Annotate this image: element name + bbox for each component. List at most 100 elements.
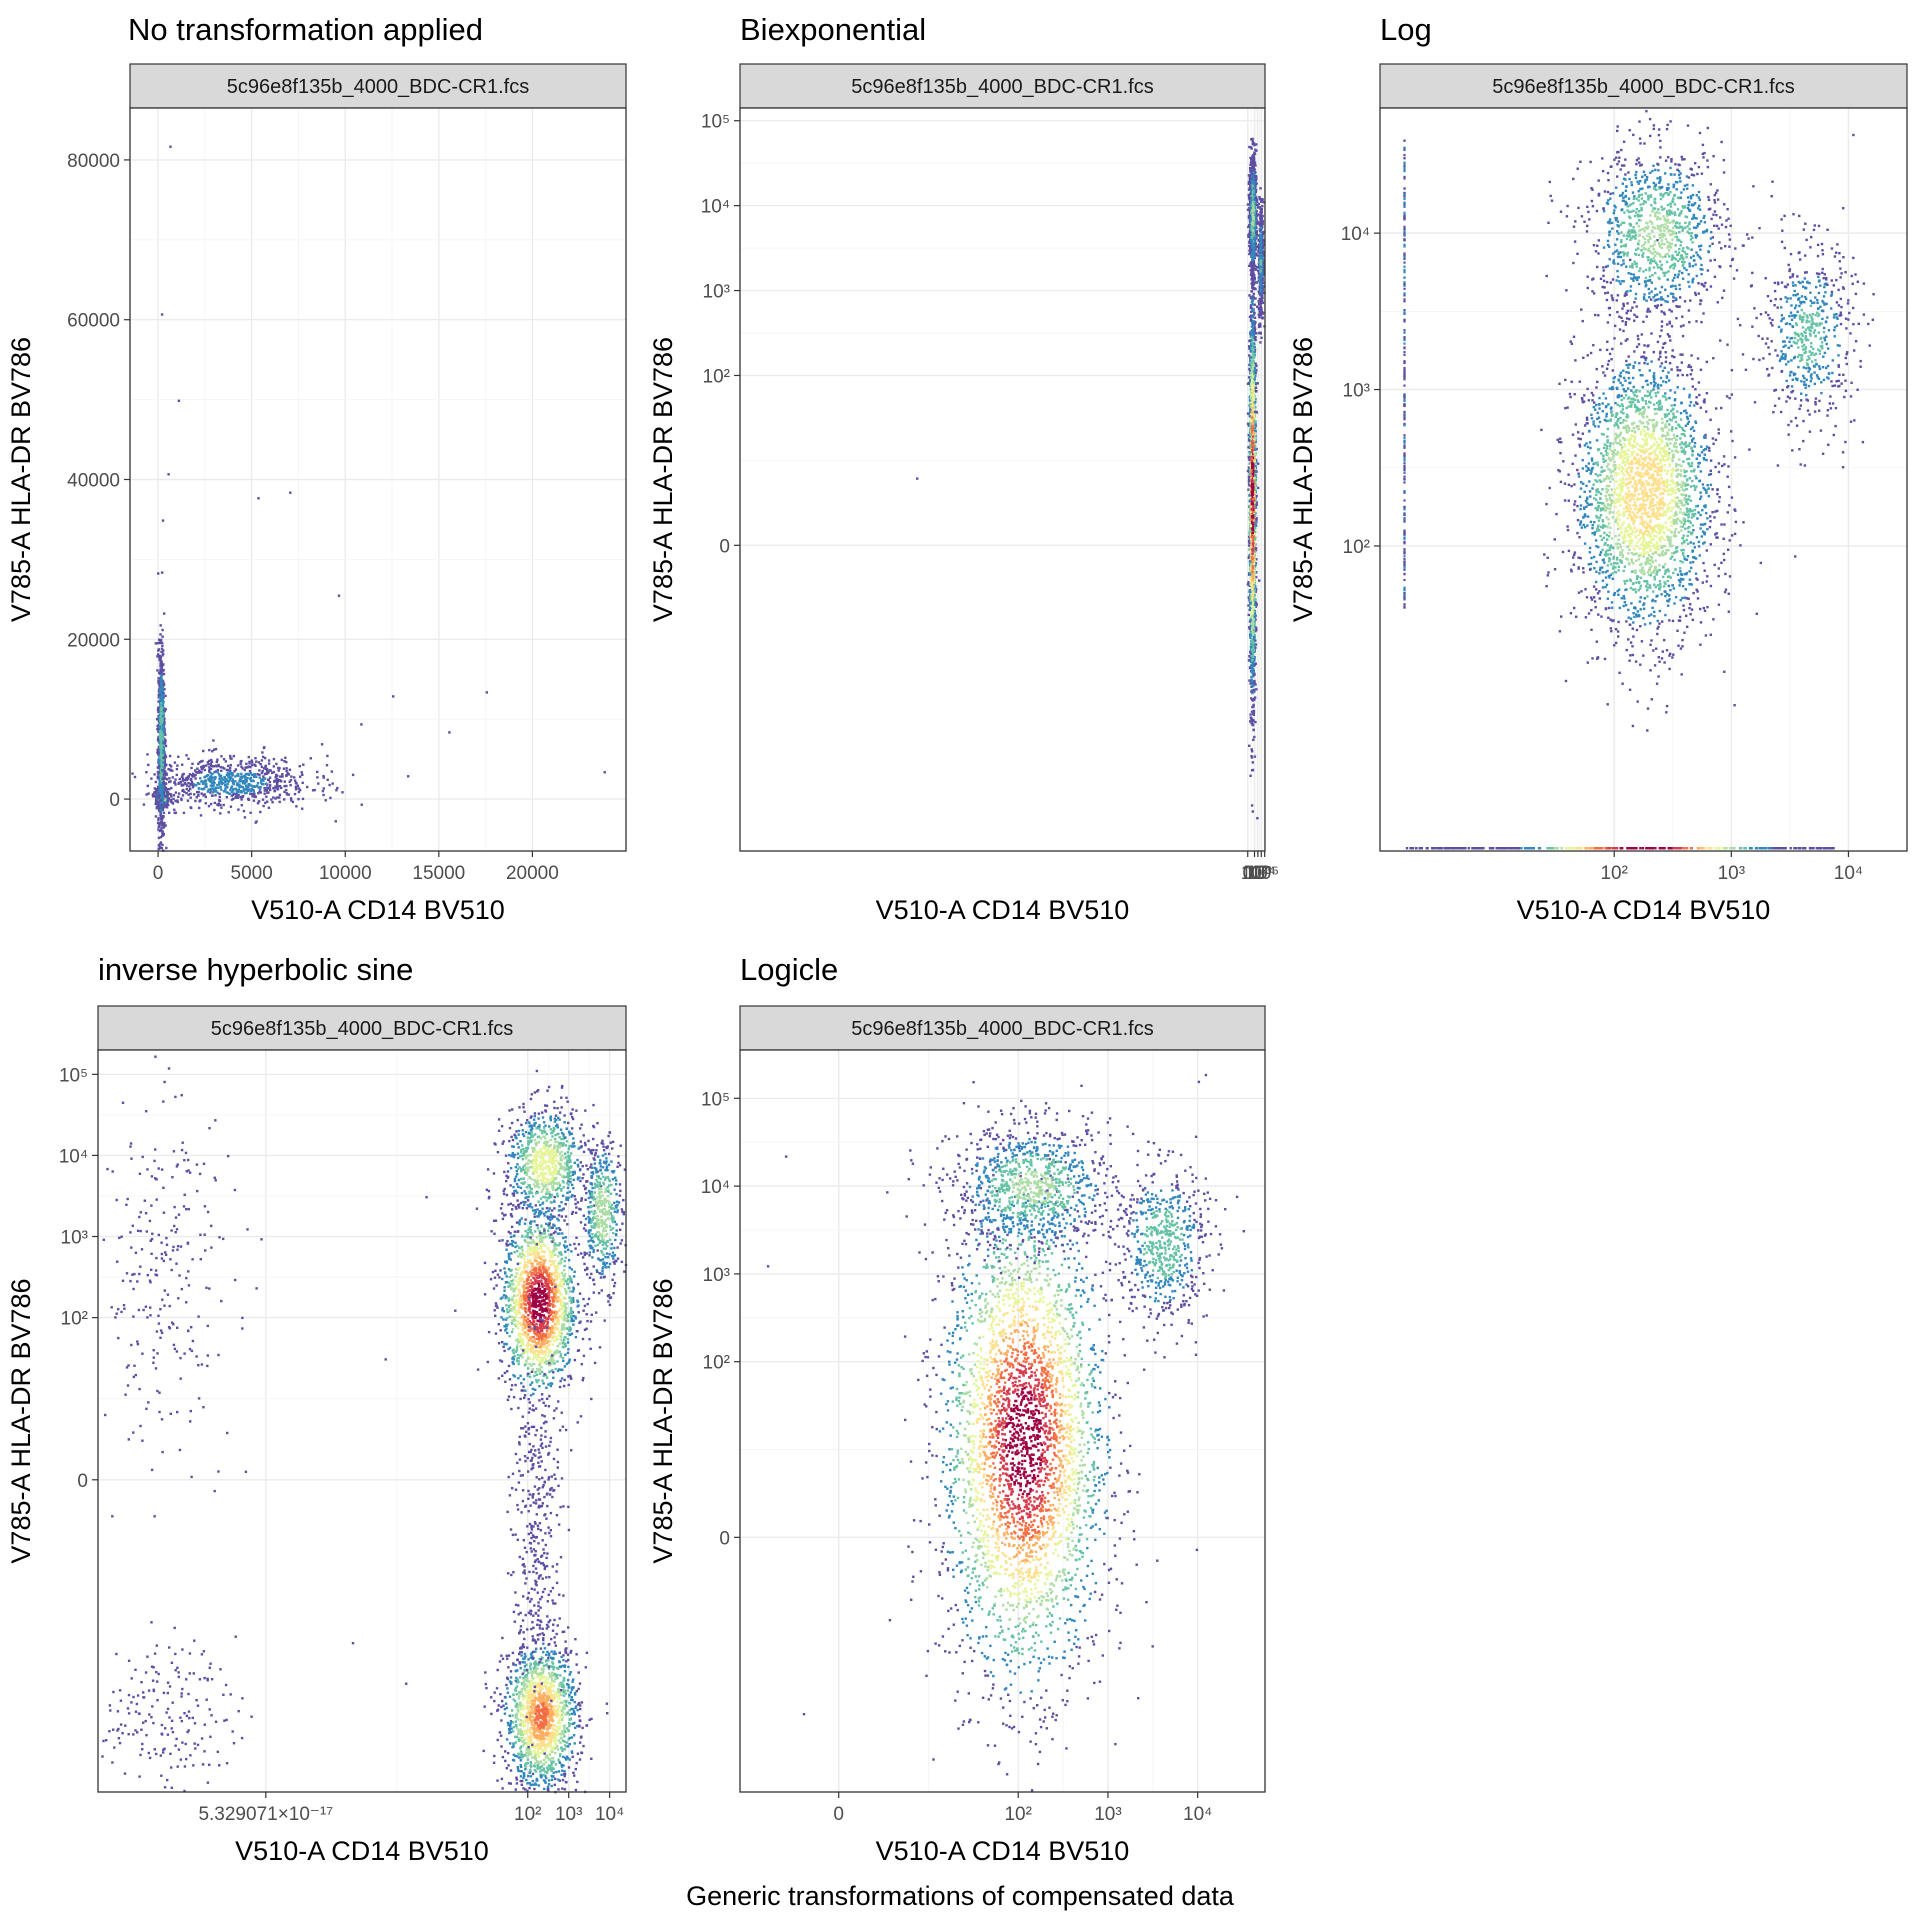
event-point xyxy=(158,672,160,674)
event-point xyxy=(1253,736,1255,738)
event-point xyxy=(278,769,280,771)
event-point xyxy=(167,800,169,802)
event-point xyxy=(243,810,245,812)
event-point xyxy=(225,784,227,786)
event-point xyxy=(196,791,198,793)
event-point xyxy=(1251,301,1253,303)
outlier-point xyxy=(289,492,291,494)
event-point xyxy=(147,785,149,787)
event-point xyxy=(154,787,156,789)
event-point xyxy=(161,734,163,736)
event-point xyxy=(172,776,174,778)
event-point xyxy=(241,804,243,806)
event-point xyxy=(265,796,267,798)
event-point xyxy=(268,807,270,809)
event-point xyxy=(158,794,160,796)
event-point xyxy=(161,796,163,798)
event-point xyxy=(298,791,300,793)
event-point xyxy=(326,755,328,757)
event-point xyxy=(169,764,171,766)
event-point xyxy=(269,789,271,791)
event-point xyxy=(175,791,177,793)
event-point xyxy=(332,782,334,784)
event-point xyxy=(259,786,261,788)
event-point xyxy=(161,759,163,761)
event-point xyxy=(234,775,236,777)
event-point xyxy=(283,768,285,770)
event-point xyxy=(160,809,162,811)
event-point xyxy=(164,824,166,826)
event-point xyxy=(213,809,215,811)
event-point xyxy=(205,802,207,804)
event-point xyxy=(335,820,337,822)
event-point xyxy=(251,761,253,763)
outlier-point xyxy=(162,519,164,521)
event-point xyxy=(294,779,296,781)
event-point xyxy=(299,776,301,778)
event-point xyxy=(292,801,294,803)
event-point xyxy=(1252,704,1254,706)
panel-1: No transformation applied5c96e8f135b_400… xyxy=(6,12,626,925)
event-point xyxy=(248,762,250,764)
event-point xyxy=(210,763,212,765)
event-point xyxy=(240,763,242,765)
event-point xyxy=(191,763,193,765)
y-tick-label: 20000 xyxy=(67,630,120,651)
event-point xyxy=(1248,655,1250,657)
event-point xyxy=(276,796,278,798)
event-point xyxy=(191,781,193,783)
event-point xyxy=(263,787,265,789)
event-point xyxy=(220,770,222,772)
event-point xyxy=(253,790,255,792)
event-point xyxy=(201,768,203,770)
event-point xyxy=(162,738,164,740)
event-point xyxy=(159,738,161,740)
event-point xyxy=(174,783,176,785)
event-point xyxy=(269,777,271,779)
event-point xyxy=(271,801,273,803)
event-point xyxy=(230,777,232,779)
event-point xyxy=(187,758,189,760)
event-point xyxy=(213,789,215,791)
x-tick-label: 10000 xyxy=(319,863,372,884)
event-point xyxy=(247,798,249,800)
event-point xyxy=(213,749,215,751)
event-point xyxy=(163,757,165,759)
event-point xyxy=(269,769,271,771)
event-point xyxy=(160,804,162,806)
event-point xyxy=(181,764,183,766)
event-point xyxy=(259,788,261,790)
event-point xyxy=(157,777,159,779)
event-point xyxy=(158,657,160,659)
event-point xyxy=(160,624,162,626)
event-point xyxy=(162,692,164,694)
event-point xyxy=(316,776,318,778)
event-point xyxy=(223,804,225,806)
x-tick-label: 20000 xyxy=(506,863,559,884)
event-point xyxy=(288,773,290,775)
event-point xyxy=(219,778,221,780)
event-point xyxy=(1253,689,1255,691)
event-point xyxy=(168,788,170,790)
event-point xyxy=(131,772,133,774)
y-tick-label: 60000 xyxy=(67,311,120,332)
event-point xyxy=(245,763,247,765)
event-point xyxy=(230,764,232,766)
event-point xyxy=(323,787,325,789)
event-point xyxy=(155,642,157,644)
event-point xyxy=(227,783,229,785)
event-point xyxy=(161,645,163,647)
event-point xyxy=(177,783,179,785)
event-point xyxy=(1250,320,1252,322)
event-point xyxy=(220,807,222,809)
outlier-point xyxy=(448,731,450,733)
event-point xyxy=(220,775,222,777)
event-point xyxy=(171,801,173,803)
event-point xyxy=(217,792,219,794)
event-point xyxy=(245,785,247,787)
event-point xyxy=(255,796,257,798)
outlier-point xyxy=(360,723,362,725)
event-point xyxy=(157,709,159,711)
event-point xyxy=(270,798,272,800)
